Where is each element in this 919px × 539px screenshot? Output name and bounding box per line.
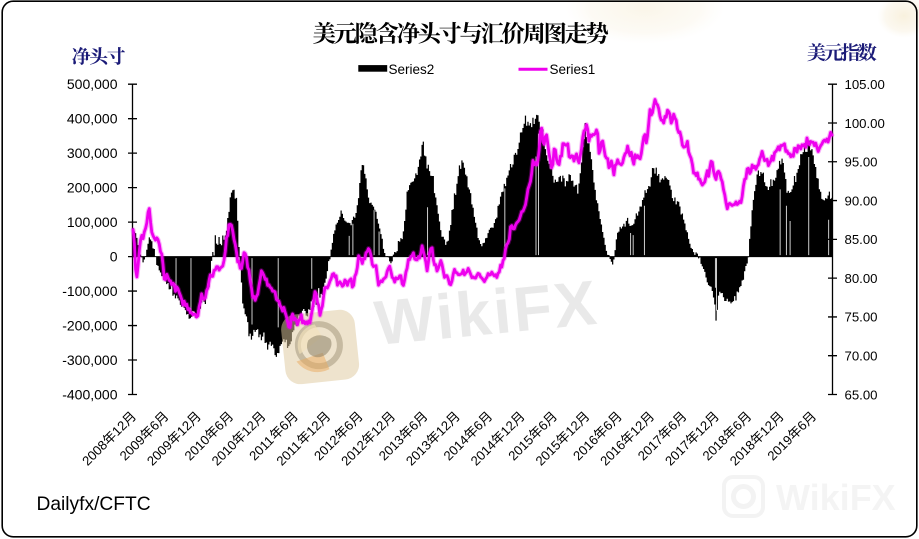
svg-text:100,000: 100,000 (67, 214, 118, 230)
svg-text:65.00: 65.00 (845, 387, 878, 402)
svg-text:300,000: 300,000 (67, 145, 118, 161)
svg-text:70.00: 70.00 (845, 349, 878, 364)
svg-text:-200,000: -200,000 (62, 318, 117, 334)
svg-text:90.00: 90.00 (845, 193, 878, 208)
svg-text:80.00: 80.00 (845, 271, 878, 286)
svg-text:0: 0 (110, 249, 118, 265)
svg-text:200,000: 200,000 (67, 180, 118, 196)
svg-text:100.00: 100.00 (845, 116, 885, 131)
svg-text:-100,000: -100,000 (62, 283, 117, 299)
svg-text:85.00: 85.00 (845, 232, 878, 247)
svg-text:105.00: 105.00 (845, 77, 885, 92)
svg-text:-300,000: -300,000 (62, 352, 117, 368)
svg-text:Dailyfx/CFTC: Dailyfx/CFTC (37, 494, 151, 515)
svg-text:500,000: 500,000 (67, 76, 118, 92)
svg-text:75.00: 75.00 (845, 310, 878, 325)
svg-text:400,000: 400,000 (67, 111, 118, 127)
svg-text:WikiFX: WikiFX (776, 477, 896, 518)
svg-text:Series1: Series1 (550, 62, 596, 77)
svg-text:95.00: 95.00 (845, 155, 878, 170)
svg-text:-400,000: -400,000 (62, 387, 117, 403)
svg-text:Series2: Series2 (389, 62, 435, 77)
